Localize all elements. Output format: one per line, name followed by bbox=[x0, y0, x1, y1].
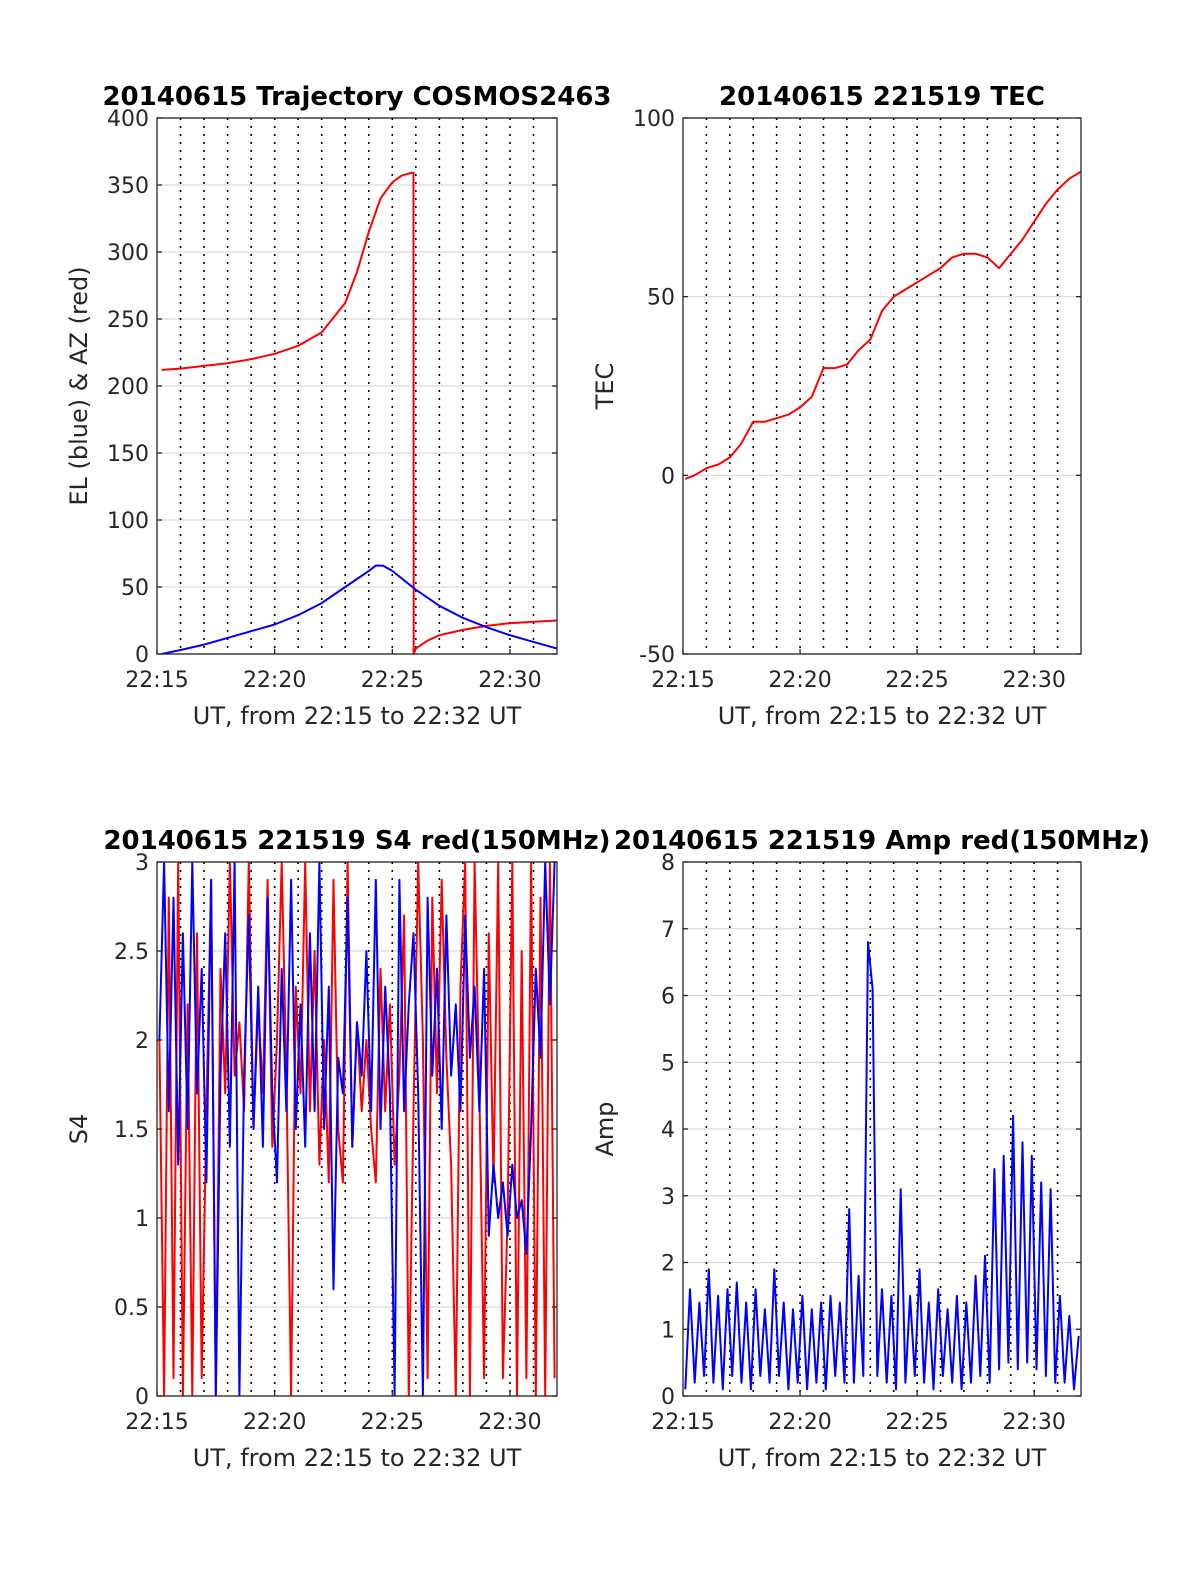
y-axis-label: EL (blue) & AZ (red) bbox=[65, 266, 93, 505]
x-tick-label: 22:20 bbox=[243, 668, 306, 693]
x-tick-label: 22:25 bbox=[885, 668, 948, 693]
x-axis-label: UT, from 22:15 to 22:32 UT bbox=[718, 1444, 1047, 1472]
y-tick-label: 1.5 bbox=[114, 1118, 149, 1143]
y-tick-label: 200 bbox=[107, 375, 149, 400]
chart-title: 20140615 221519 TEC bbox=[719, 82, 1045, 112]
y-axis-label: TEC bbox=[591, 363, 619, 411]
y-tick-label: 2 bbox=[661, 1252, 675, 1277]
series-line-blue bbox=[161, 564, 557, 654]
x-tick-label: 22:15 bbox=[651, 668, 714, 693]
y-axis-label: S4 bbox=[65, 1114, 93, 1145]
amp-chart: 0 1 2 3 4 5 6 7 8 22:15 22:20 22:25 22:30 20140615 22… bbox=[591, 826, 1150, 1472]
trajectory-chart: 0 50 100 150 200 250 300 350 400 22:15 22:20 22:25 2… bbox=[65, 82, 612, 730]
x-tick-label: 22:20 bbox=[243, 1410, 306, 1435]
y-tick-label: 2.5 bbox=[114, 940, 149, 965]
x-tick-label: 22:25 bbox=[885, 1410, 948, 1435]
y-tick-label: 0.5 bbox=[114, 1296, 149, 1321]
series-line-red bbox=[161, 171, 557, 654]
y-tick-label: 8 bbox=[661, 851, 675, 876]
axes-frame bbox=[682, 117, 1082, 655]
y-axis-label: Amp bbox=[591, 1101, 619, 1156]
chart-title: 20140615 221519 S4 red(150MHz) bbox=[103, 826, 610, 856]
y-tick-label: 150 bbox=[107, 442, 149, 467]
x-tick-label: 22:15 bbox=[125, 668, 188, 693]
s4-chart: 0 0.5 1 1.5 2 2.5 3 22:15 22:20 22:25 22:30 2014061… bbox=[65, 826, 611, 1472]
x-tick-label: 22:30 bbox=[1002, 1410, 1065, 1435]
x-tick-label: 22:15 bbox=[651, 1410, 714, 1435]
y-tick-label: 100 bbox=[107, 509, 149, 534]
x-tick-label: 22:20 bbox=[768, 1410, 831, 1435]
y-tick-label: 0 bbox=[135, 1385, 149, 1410]
y-tick-label: -50 bbox=[639, 643, 675, 668]
y-tick-label: 5 bbox=[661, 1051, 675, 1076]
y-tick-label: 300 bbox=[107, 241, 149, 266]
x-tick-label: 22:15 bbox=[125, 1410, 188, 1435]
y-tick-label: 50 bbox=[647, 286, 675, 311]
y-tick-label: 50 bbox=[121, 576, 149, 601]
x-tick-label: 22:25 bbox=[361, 1410, 424, 1435]
y-tick-label: 1 bbox=[135, 1207, 149, 1232]
tec-chart: -50 0 50 100 22:15 22:20 22:25 22:30 20140615 22… bbox=[591, 82, 1082, 730]
y-tick-label: 400 bbox=[107, 107, 149, 132]
y-tick-label: 4 bbox=[661, 1118, 675, 1143]
x-tick-label: 22:30 bbox=[478, 668, 541, 693]
y-tick-label: 100 bbox=[633, 107, 675, 132]
x-axis-label: UT, from 22:15 to 22:32 UT bbox=[193, 702, 522, 730]
x-tick-label: 22:30 bbox=[1002, 668, 1065, 693]
x-tick-label: 22:25 bbox=[361, 668, 424, 693]
chart-title: 20140615 221519 Amp red(150MHz) bbox=[614, 826, 1150, 856]
y-tick-label: 0 bbox=[661, 1385, 675, 1410]
y-tick-label: 2 bbox=[135, 1029, 149, 1054]
x-axis-label: UT, from 22:15 to 22:32 UT bbox=[718, 702, 1047, 730]
series-line-blue bbox=[158, 862, 556, 1396]
chart-title: 20140615 Trajectory COSMOS2463 bbox=[102, 82, 611, 112]
y-tick-label: 350 bbox=[107, 174, 149, 199]
x-axis-label: UT, from 22:15 to 22:32 UT bbox=[193, 1444, 522, 1472]
x-tick-label: 22:30 bbox=[478, 1410, 541, 1435]
y-tick-label: 0 bbox=[661, 464, 675, 489]
y-tick-label: 1 bbox=[661, 1318, 675, 1343]
y-tick-label: 3 bbox=[661, 1185, 675, 1210]
y-tick-label: 0 bbox=[135, 643, 149, 668]
y-tick-label: 250 bbox=[107, 308, 149, 333]
series-line-blue bbox=[684, 941, 1080, 1391]
x-tick-label: 22:20 bbox=[768, 668, 831, 693]
y-tick-label: 6 bbox=[661, 985, 675, 1010]
y-tick-label: 7 bbox=[661, 918, 675, 943]
series-line-red bbox=[684, 170, 1081, 480]
y-tick-label: 3 bbox=[135, 851, 149, 876]
